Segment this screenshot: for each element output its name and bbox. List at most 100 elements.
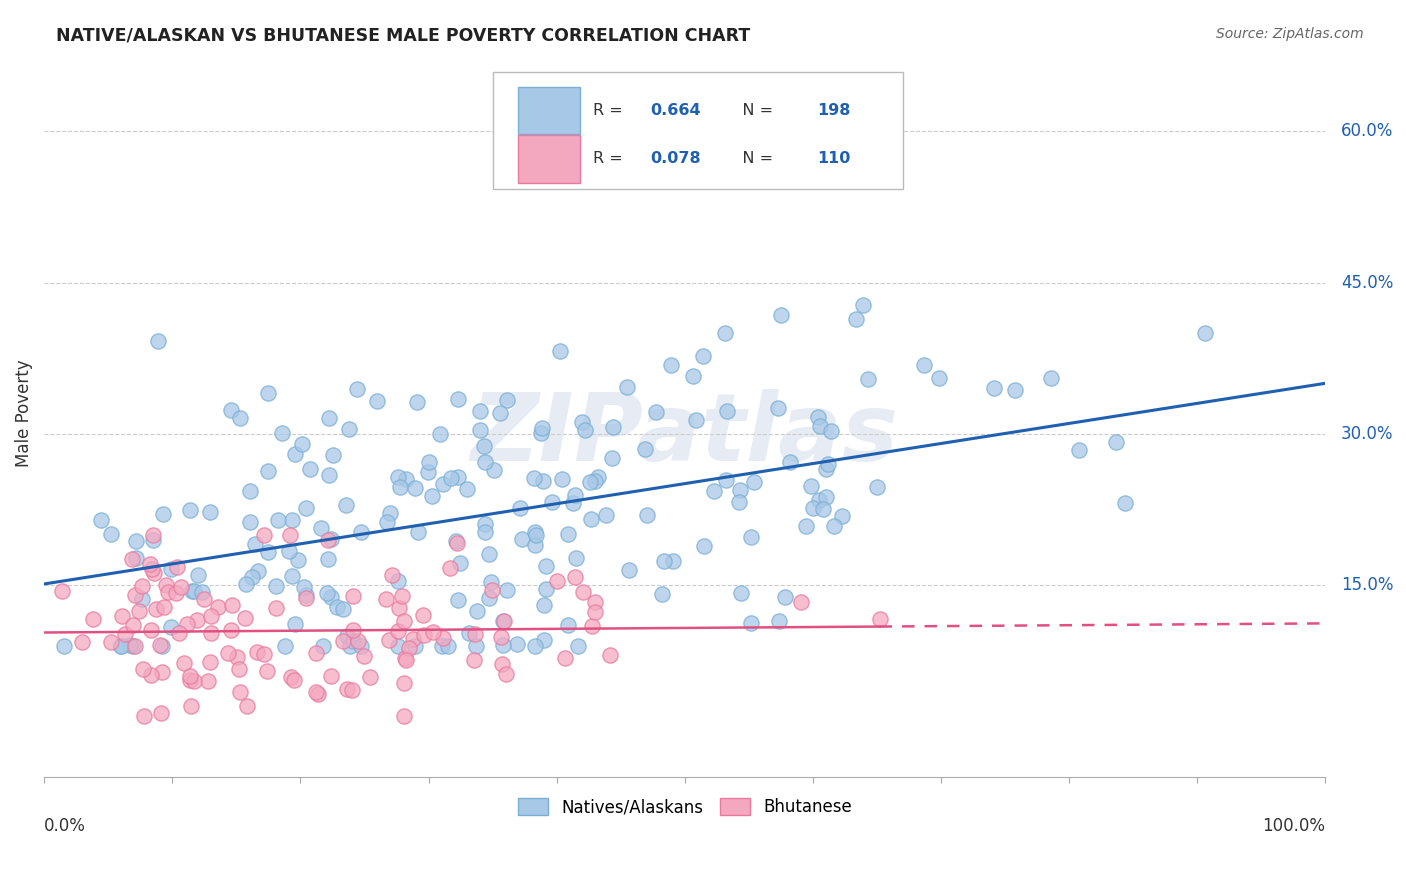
Point (100, 635, 122, 649)
Point (557, 618, 579, 632)
Point (321, 532, 343, 546)
Point (253, 647, 276, 661)
Point (337, 422, 360, 436)
Point (492, 615, 515, 629)
Point (336, 629, 359, 643)
Point (703, 484, 725, 499)
Point (160, 562, 183, 576)
Point (404, 639, 426, 653)
Point (815, 462, 838, 476)
Point (645, 405, 668, 419)
Point (307, 687, 329, 701)
Point (318, 533, 340, 548)
Point (124, 639, 146, 653)
Point (494, 614, 516, 628)
Point (779, 455, 801, 469)
Point (420, 489, 443, 503)
Point (579, 475, 602, 489)
Point (524, 538, 547, 552)
Point (139, 557, 162, 571)
Point (326, 599, 349, 614)
Point (449, 556, 471, 570)
Point (540, 495, 562, 509)
Point (506, 638, 529, 652)
Point (395, 472, 418, 486)
Point (1067, 442, 1090, 457)
Point (583, 475, 606, 489)
Point (685, 413, 707, 427)
Point (118, 638, 141, 652)
Point (166, 560, 188, 574)
Point (394, 651, 416, 665)
Point (728, 483, 751, 497)
Point (387, 470, 409, 484)
Point (353, 649, 375, 664)
Point (257, 544, 280, 558)
Point (464, 626, 486, 640)
Point (283, 673, 305, 688)
Point (131, 580, 153, 594)
Point (131, 591, 153, 606)
Point (766, 401, 789, 416)
Point (121, 639, 143, 653)
Point (145, 601, 167, 615)
Point (392, 614, 415, 628)
Point (536, 558, 558, 573)
Point (246, 644, 269, 658)
Point (465, 639, 488, 653)
Text: 45.0%: 45.0% (1341, 274, 1393, 292)
Point (141, 562, 163, 576)
Point (219, 402, 242, 417)
Point (200, 625, 222, 640)
Point (180, 583, 202, 598)
Point (169, 580, 191, 594)
Point (496, 582, 519, 597)
Point (564, 570, 586, 584)
Point (169, 625, 191, 640)
Point (316, 586, 339, 600)
Point (418, 455, 440, 469)
Point (179, 669, 201, 683)
Point (264, 601, 287, 615)
Point (432, 477, 454, 491)
Point (470, 423, 492, 437)
Point (280, 670, 302, 684)
Point (807, 409, 830, 424)
Point (152, 508, 174, 522)
Point (350, 524, 373, 539)
Point (523, 639, 546, 653)
Point (562, 495, 585, 509)
Point (418, 465, 440, 479)
Point (823, 519, 845, 533)
Point (463, 653, 485, 667)
Point (221, 623, 243, 637)
Text: N =: N = (727, 103, 779, 118)
Point (429, 427, 451, 442)
Point (602, 419, 624, 434)
Point (716, 404, 738, 418)
Point (534, 582, 557, 597)
Point (714, 474, 737, 488)
Point (336, 682, 359, 697)
Point (652, 554, 675, 568)
Point (295, 588, 318, 602)
Point (636, 508, 658, 522)
Text: ZIPatlas: ZIPatlas (471, 390, 898, 482)
Point (1004, 384, 1026, 398)
Point (128, 604, 150, 618)
Point (692, 349, 714, 363)
Point (387, 574, 409, 589)
Point (179, 503, 201, 517)
Point (1039, 371, 1062, 385)
Point (564, 551, 586, 566)
Point (239, 516, 262, 530)
Point (770, 308, 793, 322)
Text: 0.078: 0.078 (650, 152, 700, 167)
Point (456, 482, 478, 496)
Point (342, 624, 364, 638)
Point (90, 513, 112, 527)
Point (768, 614, 790, 628)
Point (728, 495, 751, 509)
Point (405, 394, 427, 409)
Point (481, 582, 503, 597)
